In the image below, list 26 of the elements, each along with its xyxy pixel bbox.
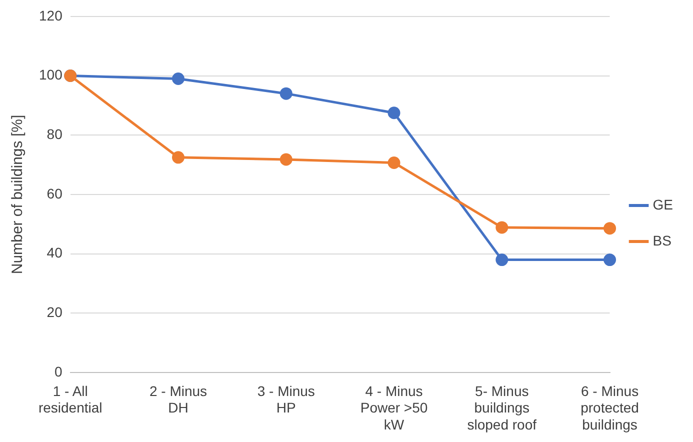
point: [280, 153, 292, 166]
point: [604, 222, 616, 235]
point: [172, 151, 184, 164]
point: [604, 254, 616, 266]
legend-label: GE: [652, 196, 674, 212]
point: [388, 106, 400, 120]
y-tick-label: 20: [46, 304, 63, 320]
legend-label: BS: [652, 232, 672, 248]
point: [496, 221, 508, 234]
y-tick-label: 80: [46, 126, 63, 142]
y-tick-label: 120: [39, 7, 63, 24]
x-tick-label: 1 - All residential: [38, 382, 102, 416]
point: [280, 87, 292, 100]
x-tick-label: 3 - Minus HP: [257, 382, 315, 416]
y-tick-label: 40: [46, 244, 63, 261]
x-tick-label: 5- Minus buildings sloped roof: [467, 382, 537, 432]
point: [172, 72, 184, 85]
y-tick-label: 100: [39, 66, 63, 83]
point: [388, 156, 400, 169]
point: [496, 254, 508, 266]
y-tick-label: 0: [54, 363, 63, 380]
y-tick-label: 60: [46, 185, 63, 202]
x-tick-label: 6 - Minus protected buildings: [580, 382, 639, 432]
x-tick-label: 4 - Minus Power >50 kW: [360, 382, 428, 432]
y-axis-title: Number of buildings [%]: [9, 114, 26, 274]
x-tick-label: 2 - Minus DH: [149, 382, 208, 416]
